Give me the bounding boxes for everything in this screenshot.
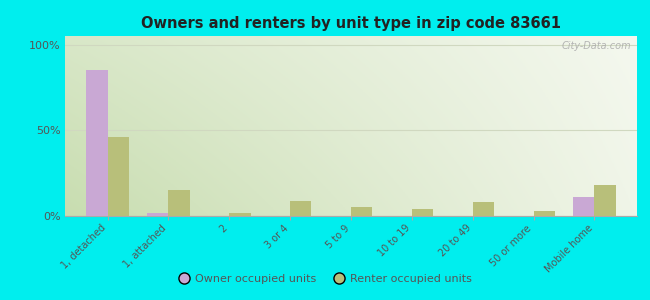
Bar [534, 211, 555, 216]
Bar [412, 209, 433, 216]
Bar [594, 185, 616, 216]
Bar [229, 213, 251, 216]
Bar [573, 197, 594, 216]
Text: City-Data.com: City-Data.com [562, 41, 631, 51]
Bar [108, 137, 129, 216]
Bar [473, 202, 494, 216]
Title: Owners and renters by unit type in zip code 83661: Owners and renters by unit type in zip c… [141, 16, 561, 31]
Bar [168, 190, 190, 216]
Bar [351, 207, 372, 216]
Legend: Owner occupied units, Renter occupied units: Owner occupied units, Renter occupied un… [174, 270, 476, 288]
Bar [290, 201, 311, 216]
Bar [147, 213, 168, 216]
Bar [86, 70, 108, 216]
